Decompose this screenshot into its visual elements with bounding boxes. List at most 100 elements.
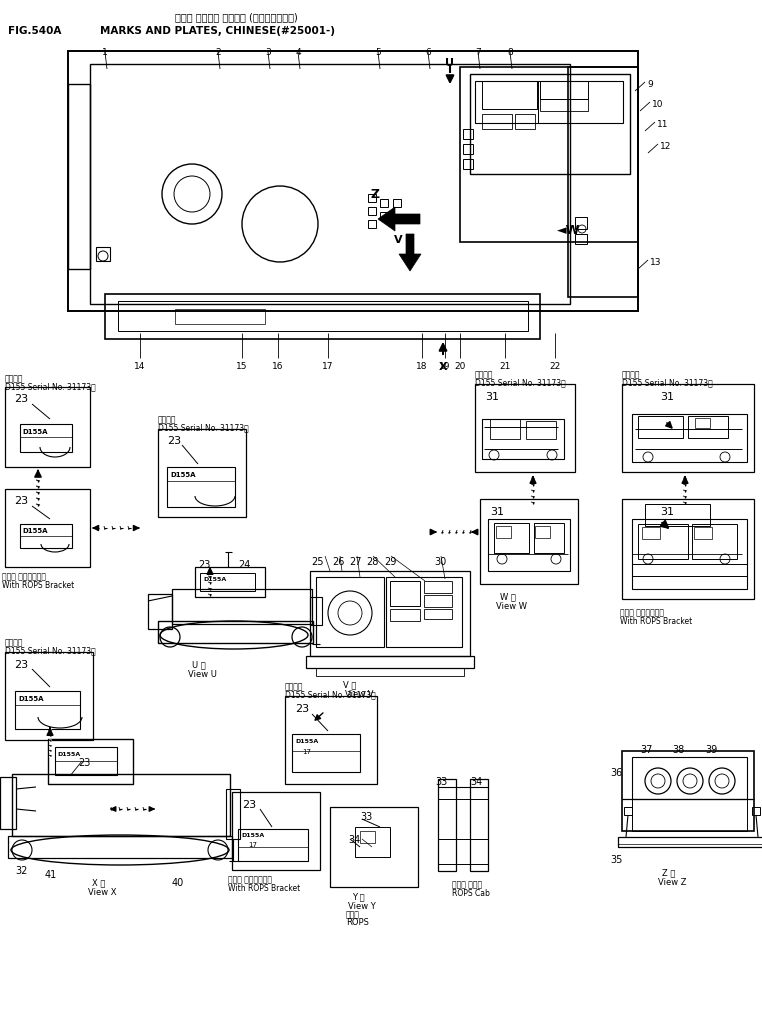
Text: 33: 33 bbox=[360, 811, 373, 821]
Bar bbox=[622, 384, 754, 473]
Text: 22: 22 bbox=[549, 362, 561, 371]
Text: W 視: W 視 bbox=[500, 591, 516, 600]
Bar bbox=[632, 415, 747, 463]
Text: 31: 31 bbox=[660, 506, 674, 517]
Bar bbox=[368, 221, 376, 229]
Bar bbox=[285, 696, 377, 785]
Bar bbox=[380, 213, 388, 221]
Text: D155A: D155A bbox=[203, 577, 226, 582]
Text: 4: 4 bbox=[295, 48, 301, 57]
Text: With ROPS Bracket: With ROPS Bracket bbox=[2, 581, 74, 589]
Text: D155 Serial No. 31173～: D155 Serial No. 31173～ bbox=[622, 378, 712, 386]
Bar bbox=[158, 430, 246, 518]
Bar bbox=[645, 504, 710, 527]
Text: Z 視: Z 視 bbox=[662, 867, 675, 876]
Bar bbox=[632, 799, 747, 832]
Text: D155A: D155A bbox=[241, 833, 264, 838]
Text: 10: 10 bbox=[652, 100, 664, 109]
Text: 13: 13 bbox=[650, 258, 661, 267]
Text: 35: 35 bbox=[610, 854, 623, 864]
Text: D155A: D155A bbox=[22, 528, 47, 534]
Bar bbox=[632, 757, 747, 799]
Text: D155 Serial No. 31173～: D155 Serial No. 31173～ bbox=[285, 689, 376, 698]
Bar bbox=[526, 422, 556, 439]
Text: 31: 31 bbox=[485, 391, 499, 401]
Bar bbox=[20, 525, 72, 548]
Text: V 視: V 視 bbox=[344, 680, 357, 688]
Text: ロプス ブラケット付: ロプス ブラケット付 bbox=[620, 607, 664, 616]
Bar bbox=[424, 609, 452, 620]
Bar bbox=[368, 195, 376, 203]
Bar bbox=[195, 568, 265, 597]
Polygon shape bbox=[399, 234, 421, 272]
Text: ロプス ブラケット付: ロプス ブラケット付 bbox=[228, 874, 272, 883]
Text: 6: 6 bbox=[425, 48, 431, 57]
Bar bbox=[568, 68, 638, 298]
Text: D155A: D155A bbox=[57, 751, 80, 756]
Text: 1: 1 bbox=[102, 48, 108, 57]
Bar bbox=[200, 574, 255, 591]
Bar bbox=[632, 565, 747, 577]
Bar bbox=[175, 310, 265, 325]
Bar bbox=[424, 595, 452, 607]
Bar bbox=[238, 829, 308, 861]
Bar bbox=[470, 780, 488, 871]
Text: 30: 30 bbox=[434, 556, 446, 567]
Bar bbox=[642, 528, 660, 539]
Text: D155A: D155A bbox=[170, 472, 196, 478]
Bar bbox=[167, 468, 235, 507]
Bar bbox=[488, 520, 570, 572]
Bar bbox=[5, 387, 90, 468]
Text: 39: 39 bbox=[705, 744, 717, 754]
Bar bbox=[20, 425, 72, 452]
Bar bbox=[310, 572, 470, 656]
Bar bbox=[475, 384, 575, 473]
Text: 25: 25 bbox=[312, 556, 325, 567]
Bar bbox=[540, 100, 588, 112]
Text: Z: Z bbox=[370, 187, 379, 201]
Text: D155A: D155A bbox=[22, 429, 47, 434]
Bar bbox=[158, 622, 313, 643]
Bar bbox=[118, 302, 528, 331]
Bar bbox=[226, 790, 240, 840]
Bar bbox=[540, 82, 588, 100]
Bar bbox=[534, 524, 564, 553]
Text: D155A: D155A bbox=[18, 695, 43, 701]
Bar bbox=[360, 832, 375, 843]
Bar bbox=[622, 751, 754, 832]
Text: 21: 21 bbox=[499, 362, 511, 371]
Text: U: U bbox=[446, 58, 454, 68]
Bar bbox=[575, 234, 587, 245]
Bar bbox=[55, 747, 117, 775]
Text: D155 Serial No. 31173～: D155 Serial No. 31173～ bbox=[475, 378, 565, 386]
Text: 41: 41 bbox=[45, 869, 57, 879]
Text: 14: 14 bbox=[134, 362, 146, 371]
Text: 34: 34 bbox=[348, 835, 360, 844]
Text: 34: 34 bbox=[470, 776, 482, 787]
Bar bbox=[692, 525, 737, 559]
Text: ROPS Cab: ROPS Cab bbox=[452, 889, 490, 897]
Text: D155 Serial No. 31173～: D155 Serial No. 31173～ bbox=[5, 382, 96, 390]
Bar bbox=[172, 589, 312, 625]
Text: 17: 17 bbox=[322, 362, 334, 371]
Text: 40: 40 bbox=[172, 877, 184, 888]
Bar bbox=[5, 652, 93, 740]
Text: 11: 11 bbox=[657, 120, 668, 128]
Bar bbox=[0, 777, 16, 829]
Text: 15: 15 bbox=[236, 362, 248, 371]
Bar bbox=[48, 739, 133, 785]
Text: 7: 7 bbox=[475, 48, 481, 57]
Bar bbox=[5, 489, 90, 568]
Bar bbox=[475, 82, 623, 124]
Text: ROPS: ROPS bbox=[346, 917, 369, 926]
Text: マーク オヨビ゚ プレート (チェウコクコ゚): マーク オヨビ゚ プレート (チェウコクコ゚) bbox=[175, 12, 298, 22]
Bar bbox=[575, 218, 587, 229]
Bar bbox=[460, 68, 638, 243]
Text: 5: 5 bbox=[375, 48, 381, 57]
Bar bbox=[310, 597, 322, 626]
Bar bbox=[390, 609, 420, 622]
Text: X 視: X 視 bbox=[92, 877, 105, 887]
Text: 36: 36 bbox=[610, 767, 623, 777]
Text: View W: View W bbox=[496, 601, 527, 610]
Text: 適用号締: 適用号締 bbox=[158, 415, 177, 424]
